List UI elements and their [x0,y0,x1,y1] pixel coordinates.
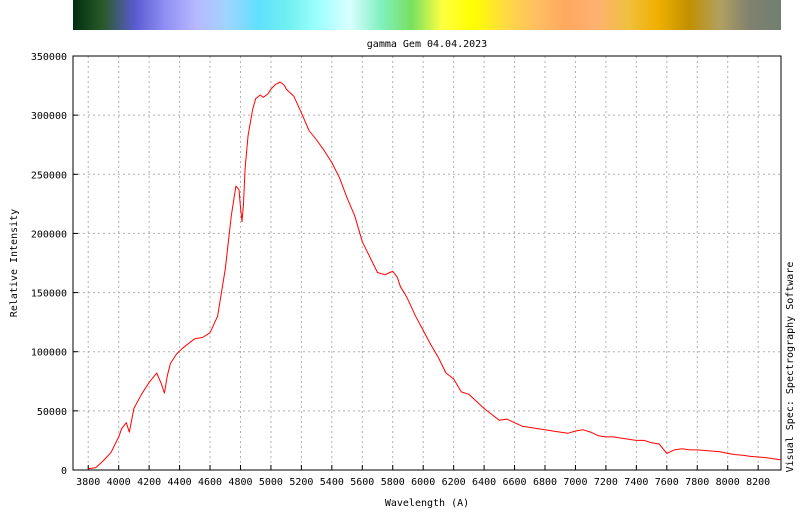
x-tick-label: 6400 [472,477,496,488]
spectrum-color-bar [73,0,781,30]
y-axis-ticks: 0 50000 100000 150000 200000 250000 300000 3500… [31,52,78,477]
software-credit: Visual Spec: Spectrography Software [785,262,796,473]
y-tick-label: 300000 [31,111,67,122]
spectrum-gradient [73,0,781,30]
chart-title: gamma Gem 04.04.2023 [367,39,487,50]
plot-frame [72,55,782,471]
x-tick-label: 6800 [533,477,557,488]
x-tick-label: 4000 [107,477,131,488]
x-tick-label: 8000 [716,477,740,488]
x-tick-label: 6000 [411,477,435,488]
x-tick-label: 6600 [503,477,527,488]
y-tick-label: 100000 [31,348,67,359]
y-tick-label: 200000 [31,229,67,240]
spectrum-line [88,81,782,470]
grid [73,56,781,470]
x-tick-label: 5800 [381,477,405,488]
y-tick-label: 0 [61,466,67,477]
x-tick-label: 3800 [76,477,100,488]
x-axis-label: Wavelength (A) [385,498,469,509]
x-tick-label: 7800 [685,477,709,488]
x-tick-label: 5200 [289,477,313,488]
y-tick-label: 50000 [37,407,67,418]
x-tick-label: 7200 [594,477,618,488]
series-layer [88,81,782,470]
x-tick-label: 5000 [259,477,283,488]
x-tick-label: 7400 [624,477,648,488]
x-tick-label: 7600 [655,477,679,488]
y-tick-label: 250000 [31,170,67,181]
x-tick-label: 4800 [228,477,252,488]
y-tick-label: 350000 [31,52,67,63]
x-tick-label: 8200 [746,477,770,488]
x-tick-label: 7000 [563,477,587,488]
x-tick-label: 5400 [320,477,344,488]
y-tick-label: 150000 [31,289,67,300]
x-axis-ticks: 3800 4000 4200 4400 4600 4800 5000 5200 5400 5600… [76,465,770,488]
y-axis-label: Relative Intensity [9,209,20,317]
x-tick-label: 5600 [350,477,374,488]
x-tick-label: 6200 [442,477,466,488]
x-tick-label: 4200 [137,477,161,488]
x-tick-label: 4400 [168,477,192,488]
x-tick-label: 4600 [198,477,222,488]
